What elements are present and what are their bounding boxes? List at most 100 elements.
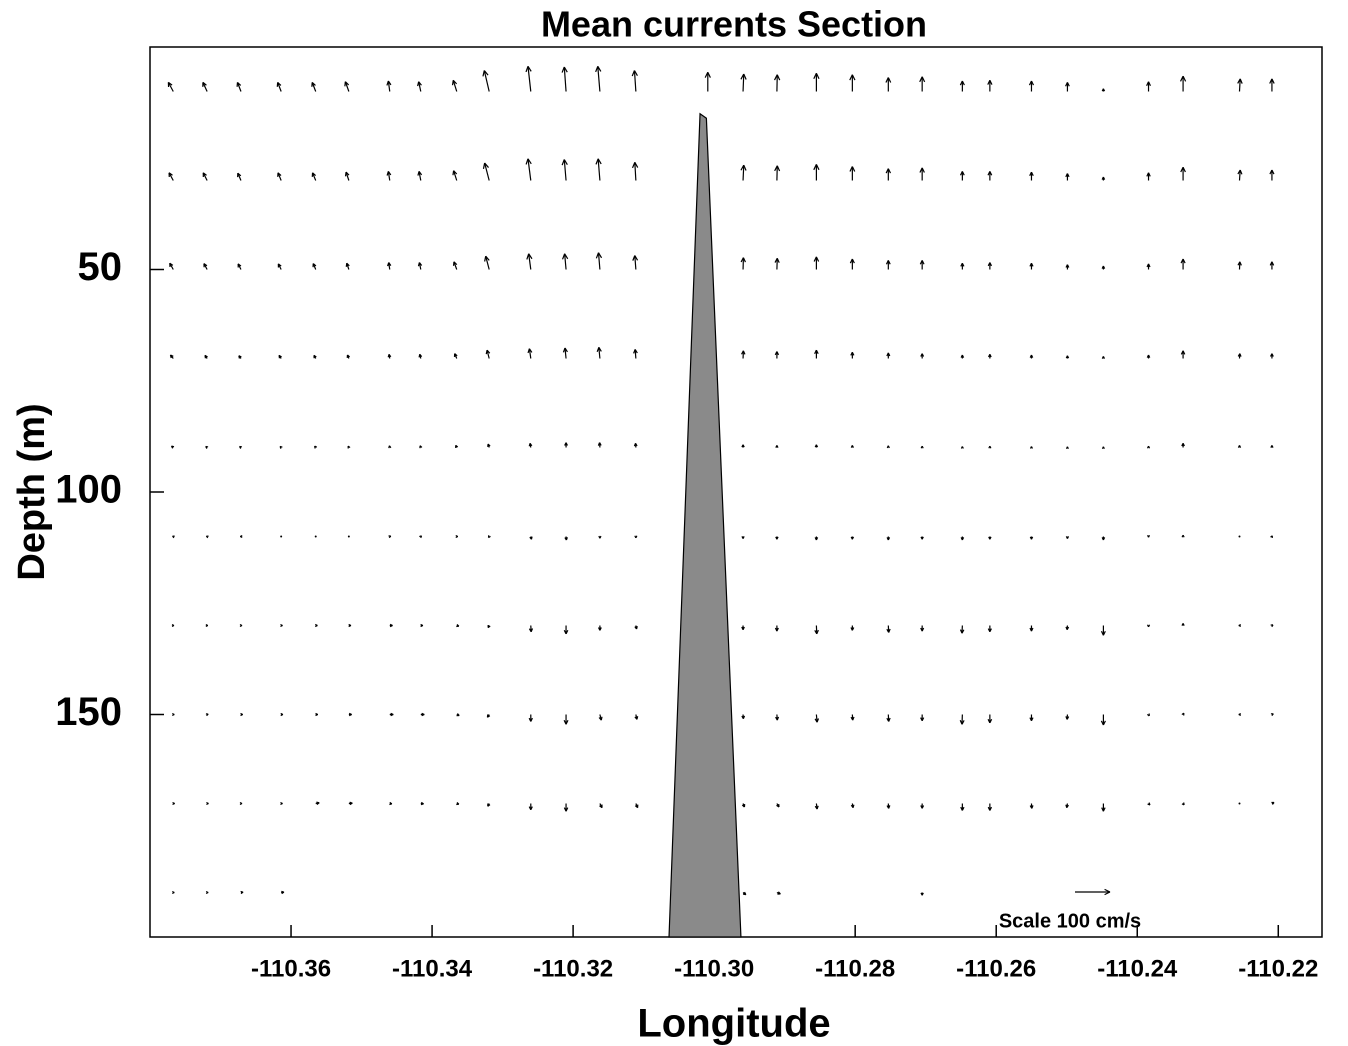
arrow-shaft [344, 81, 350, 92]
current-vector [526, 253, 533, 270]
arrow-head [482, 162, 486, 170]
current-vector [387, 353, 392, 359]
arrow-shaft [202, 82, 208, 92]
arrow-head [704, 71, 709, 78]
arrow-head [1182, 534, 1185, 538]
current-vector [1100, 625, 1106, 636]
current-vector [987, 262, 993, 270]
current-vector [388, 535, 392, 539]
current-vector [1146, 445, 1151, 449]
arrow-head [851, 166, 856, 172]
current-vector [239, 801, 243, 806]
arrow-shaft [452, 80, 458, 92]
arrow-head [814, 805, 818, 810]
current-vector [813, 73, 820, 92]
current-vector [631, 70, 638, 92]
arrow-shaft [1238, 169, 1241, 181]
arrow-head [1029, 717, 1033, 722]
arrow-head [280, 802, 283, 806]
current-vector [172, 801, 175, 806]
x-tick-label: -110.34 [392, 955, 473, 982]
arrow-shaft [311, 82, 317, 92]
arrow-head [1271, 169, 1275, 175]
current-vector [172, 890, 175, 895]
arrow-head [631, 162, 636, 169]
arrow-head [959, 719, 963, 725]
current-vector [1270, 713, 1274, 717]
arrow-head [313, 354, 317, 358]
current-vector [347, 445, 351, 449]
current-vector [169, 354, 174, 359]
current-vector [311, 81, 317, 92]
current-vector [1101, 356, 1106, 359]
current-vector [1270, 445, 1274, 448]
current-vector [814, 444, 819, 448]
arrow-shaft [564, 347, 567, 359]
arrow-head [920, 536, 923, 540]
arrow-head [707, 71, 711, 78]
current-vector [850, 625, 855, 631]
arrow-head [418, 262, 423, 266]
arrow-head [484, 256, 487, 262]
arrow-head [813, 256, 817, 262]
current-vector [389, 712, 394, 717]
arrow-head [170, 354, 174, 357]
current-vector [1101, 265, 1106, 270]
arrow-head [921, 76, 926, 83]
arrow-shaft [486, 349, 490, 359]
current-vector [528, 625, 534, 633]
current-vector [528, 442, 533, 448]
current-vector [597, 442, 602, 448]
arrow-head [345, 171, 350, 176]
current-vector [1146, 354, 1151, 359]
current-vector [313, 354, 317, 359]
arrow-head [596, 347, 600, 353]
arrow-head [740, 73, 745, 80]
current-vector [741, 350, 746, 359]
arrow-head [1179, 75, 1184, 82]
arrow-head [634, 442, 638, 447]
arrow-head [987, 628, 991, 633]
current-vector [596, 346, 602, 359]
x-tick-label: -110.26 [956, 955, 1036, 982]
current-vector [482, 70, 490, 92]
current-vector [205, 535, 209, 539]
arrow-shaft [277, 172, 282, 181]
arrow-head [850, 627, 853, 631]
current-vector [920, 803, 925, 809]
arrow-head [172, 713, 175, 717]
current-vector [597, 625, 602, 631]
arrow-head [528, 348, 533, 353]
current-vector [344, 81, 350, 92]
current-vector [1180, 166, 1186, 181]
arrow-head [1271, 624, 1274, 628]
current-vector [1269, 353, 1274, 359]
current-vector [486, 714, 491, 718]
arrow-head [565, 442, 568, 446]
current-vector [814, 803, 819, 810]
current-vector [311, 172, 317, 181]
arrow-head [776, 258, 780, 263]
current-vector [563, 714, 569, 725]
current-vector [1029, 536, 1034, 540]
arrow-head [813, 164, 817, 171]
current-vector [959, 625, 965, 634]
y-axis-label: Depth (m) [11, 403, 53, 580]
current-vector [525, 65, 532, 92]
arrow-head [920, 805, 923, 809]
arrow-head [814, 718, 818, 723]
arrow-head [776, 165, 781, 172]
current-vector [315, 623, 318, 628]
current-vector [205, 713, 209, 717]
arrow-head [486, 349, 491, 354]
arrow-head [1147, 803, 1151, 806]
arrow-head [564, 537, 567, 541]
arrow-head [1182, 258, 1186, 264]
current-vector [167, 81, 174, 92]
arrow-shaft [202, 172, 208, 181]
arrow-head [1238, 445, 1242, 448]
current-vector [315, 801, 320, 806]
current-vector [205, 890, 209, 895]
scale-label: Scale 100 cm/s [999, 910, 1141, 932]
arrow-shaft [277, 82, 282, 92]
